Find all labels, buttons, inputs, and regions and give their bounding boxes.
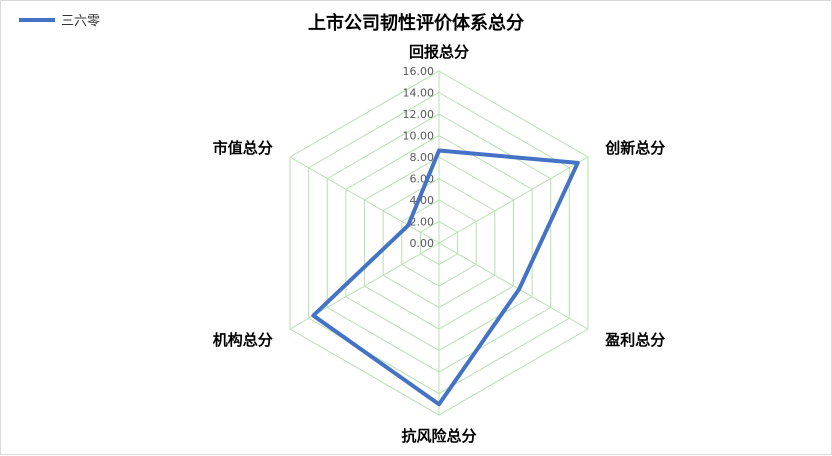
series-line <box>311 148 580 407</box>
tick-label: 2.00 <box>410 216 435 229</box>
grid-spoke <box>289 156 440 244</box>
tick-label: 8.00 <box>410 151 435 164</box>
tick-label: 0.00 <box>410 237 435 250</box>
legend-label: 三六零 <box>61 14 101 29</box>
data-point <box>407 224 409 226</box>
grid-spoke <box>438 156 589 244</box>
tick-label: 10.00 <box>403 130 435 143</box>
legend-swatch <box>19 17 55 22</box>
chart-title: 上市公司韧性评价体系总分 <box>308 13 524 34</box>
axis-label: 回报总分 <box>409 43 469 61</box>
axis-label: 创新总分 <box>604 139 665 157</box>
tick-label: 12.00 <box>403 108 435 121</box>
data-point <box>438 403 440 405</box>
data-point <box>518 288 520 290</box>
axis-label: 抗风险总分 <box>401 427 476 445</box>
tick-label: 16.00 <box>403 65 435 78</box>
axis-label: 盈利总分 <box>604 331 665 349</box>
axis-label: 市值总分 <box>213 139 273 157</box>
axis-label: 机构总分 <box>213 331 273 349</box>
grid-spoke <box>438 242 589 330</box>
data-point <box>438 150 440 152</box>
tick-label: 14.00 <box>403 87 435 100</box>
data-point <box>577 162 579 164</box>
legend: 三六零 <box>19 10 100 29</box>
data-point <box>312 315 314 317</box>
